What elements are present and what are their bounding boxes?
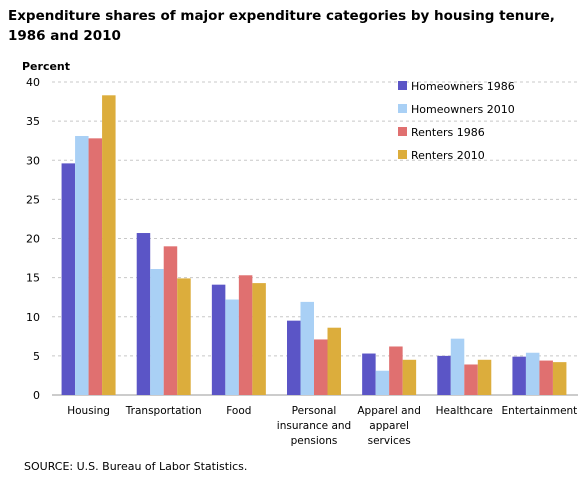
bar xyxy=(477,359,492,395)
legend-swatch xyxy=(398,104,407,113)
x-tick-label: Apparel and apparel services xyxy=(357,405,421,447)
y-axis-label: Percent xyxy=(22,60,70,73)
bar xyxy=(375,370,390,395)
bar xyxy=(300,301,314,395)
x-tick-label-line: insurance and xyxy=(277,420,351,432)
x-tick-label-line: services xyxy=(368,435,411,447)
bar xyxy=(102,95,116,396)
y-tick-label: 15 xyxy=(26,272,40,285)
x-tick-label: Food xyxy=(226,405,251,417)
y-tick-label: 20 xyxy=(26,233,40,246)
legend-swatch xyxy=(398,150,407,159)
bar xyxy=(163,246,178,395)
x-tick-label-line: Food xyxy=(226,405,251,417)
chart-title-line-2: 1986 and 2010 xyxy=(8,28,121,44)
x-tick-label: Personal insurance and pensions xyxy=(277,405,351,447)
legend-swatch xyxy=(398,81,407,90)
x-tick-label: Healthcare xyxy=(436,405,493,417)
x-tick-label-line: pensions xyxy=(291,435,338,447)
y-tick-label: 0 xyxy=(33,389,40,402)
gridlines xyxy=(52,81,578,357)
bar xyxy=(314,339,328,395)
legend: Homeowners 1986 Homeowners 2010 Renters 19… xyxy=(398,80,515,162)
bar xyxy=(539,360,553,395)
x-tick-label: Entertainment xyxy=(502,405,578,417)
x-tick-label-line: Transportation xyxy=(125,405,202,417)
bars xyxy=(61,95,567,396)
x-tick-label-line: Personal xyxy=(292,405,337,417)
bar xyxy=(450,338,465,395)
chart-title: Expenditure shares of major expenditure … xyxy=(8,6,568,46)
y-tick-label: 40 xyxy=(26,76,40,89)
x-tick-label-line: Healthcare xyxy=(436,405,493,417)
bar xyxy=(389,346,403,395)
bar xyxy=(512,356,526,395)
bar xyxy=(61,163,76,395)
bar xyxy=(211,284,226,395)
x-tick-label: Transportation xyxy=(125,405,202,417)
source-note: SOURCE: U.S. Bureau of Labor Statistics. xyxy=(24,460,248,473)
legend-label: Renters 1986 xyxy=(411,126,485,139)
y-tick-label: 25 xyxy=(26,193,40,206)
bar xyxy=(552,362,567,395)
y-tick-label: 10 xyxy=(26,311,40,324)
x-tick-label-line: Entertainment xyxy=(502,405,578,417)
bar xyxy=(287,320,301,395)
x-tick-label-line: apparel xyxy=(369,420,409,432)
x-tick-label-line: Housing xyxy=(67,405,110,417)
bar xyxy=(136,233,151,395)
bar xyxy=(437,355,451,395)
bar xyxy=(362,353,376,395)
bar xyxy=(402,359,417,395)
bar xyxy=(177,278,191,395)
x-tick-label: Housing xyxy=(67,405,110,417)
y-tick-label: 35 xyxy=(26,115,40,128)
x-tick-label-line: Apparel and xyxy=(357,405,421,417)
legend-swatch xyxy=(398,127,407,136)
bar xyxy=(252,283,266,395)
legend-label: Homeowners 2010 xyxy=(411,103,515,116)
bar xyxy=(75,135,89,395)
y-tick-label: 5 xyxy=(33,350,40,363)
bar xyxy=(88,138,103,395)
bar xyxy=(225,299,239,395)
bar xyxy=(327,327,341,395)
chart-title-line-1: Expenditure shares of major expenditure … xyxy=(8,8,555,24)
legend-label: Renters 2010 xyxy=(411,149,485,162)
bar xyxy=(464,364,478,395)
x-axis-labels: Housing Transportation Food Personal insuran… xyxy=(67,405,577,447)
bar xyxy=(150,269,164,395)
bar xyxy=(238,275,253,395)
y-tick-label: 30 xyxy=(26,154,40,167)
legend-label: Homeowners 1986 xyxy=(411,80,515,93)
bar xyxy=(525,352,540,395)
